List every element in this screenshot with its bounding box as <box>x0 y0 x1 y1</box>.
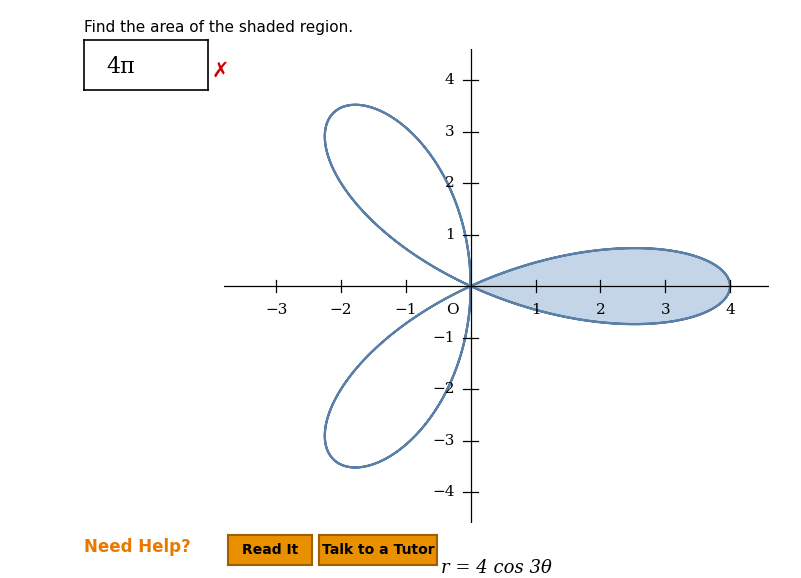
Polygon shape <box>471 248 730 324</box>
Text: O: O <box>446 303 459 317</box>
Text: 4π: 4π <box>107 57 135 79</box>
Text: Need Help?: Need Help? <box>84 538 191 557</box>
Text: 4: 4 <box>445 73 454 87</box>
Text: 2: 2 <box>445 176 454 190</box>
Text: r = 4 cos 3θ: r = 4 cos 3θ <box>441 558 552 577</box>
Text: −3: −3 <box>432 434 454 448</box>
Text: 2: 2 <box>595 303 606 317</box>
Text: 1: 1 <box>445 228 454 242</box>
Text: 4: 4 <box>725 303 735 317</box>
Text: −1: −1 <box>395 303 417 317</box>
Text: Find the area of the shaded region.: Find the area of the shaded region. <box>84 20 353 35</box>
Text: 1: 1 <box>530 303 541 317</box>
Text: −2: −2 <box>432 382 454 396</box>
Text: −3: −3 <box>265 303 288 317</box>
Text: 3: 3 <box>445 124 454 139</box>
Text: Read It: Read It <box>242 543 299 557</box>
Text: 3: 3 <box>660 303 670 317</box>
Text: ✗: ✗ <box>211 61 229 81</box>
Text: −1: −1 <box>432 331 454 344</box>
Text: Talk to a Tutor: Talk to a Tutor <box>322 543 434 557</box>
Text: −2: −2 <box>330 303 352 317</box>
Text: −4: −4 <box>432 485 454 499</box>
